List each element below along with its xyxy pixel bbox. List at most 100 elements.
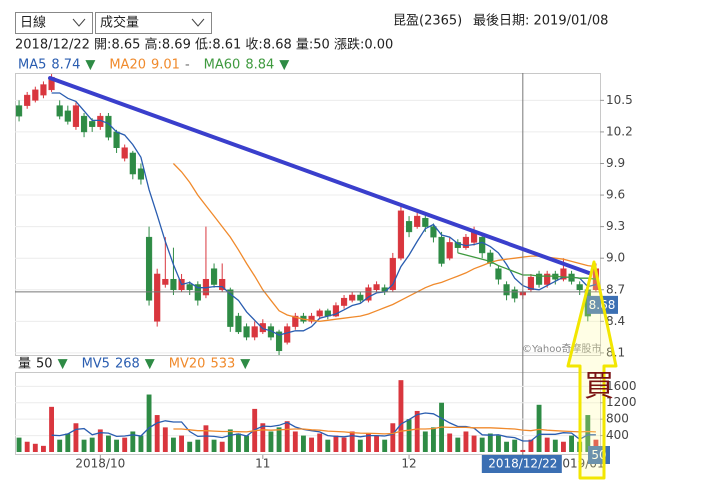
candle-body xyxy=(227,289,234,327)
candle-body xyxy=(414,215,421,227)
y-tick-label: 9.9 xyxy=(606,156,625,170)
volume-bar xyxy=(528,439,534,452)
candle-body xyxy=(365,287,372,301)
volume-bar xyxy=(227,429,233,452)
candle-body xyxy=(154,273,161,322)
candle-body xyxy=(145,236,153,301)
candle-body xyxy=(397,210,405,259)
volume-bar xyxy=(349,431,355,452)
legend-sign: - xyxy=(185,58,190,73)
select-text[interactable]: 成交量 xyxy=(100,15,139,31)
stock-name: 昆盈(2365) xyxy=(393,14,462,29)
candle-body xyxy=(422,217,429,227)
candle-body xyxy=(113,131,120,148)
y-tick-label: 9.6 xyxy=(606,188,625,202)
volume-bar xyxy=(146,394,152,452)
volume-bar xyxy=(284,421,290,452)
volume-bar xyxy=(57,439,63,452)
candle-body xyxy=(194,284,201,301)
x-tick-label: 2018/10 xyxy=(75,457,125,471)
candle-body xyxy=(121,147,128,159)
y-tick-label: 10.2 xyxy=(606,124,633,138)
volume-bar xyxy=(301,435,306,452)
select-chevron[interactable] xyxy=(191,18,205,27)
volume-bar xyxy=(414,410,420,452)
y-tick-label: 9.3 xyxy=(606,219,625,233)
candle-body xyxy=(340,297,348,306)
volume-panel xyxy=(15,372,601,455)
volume-bar xyxy=(24,441,30,452)
volume-bar xyxy=(16,437,22,452)
volume-bar xyxy=(333,435,339,452)
candle-body xyxy=(373,284,380,291)
volume-bar xyxy=(122,437,128,452)
volume-bar xyxy=(106,435,111,452)
volume-bar xyxy=(317,433,323,452)
candle-body xyxy=(235,315,242,333)
volume-bar xyxy=(81,439,87,452)
volume-bar xyxy=(41,445,46,452)
candle-body xyxy=(210,268,218,285)
candle-body xyxy=(170,278,177,291)
legend-value: 8.74 xyxy=(51,58,80,73)
legend-name: MA20 xyxy=(109,58,146,73)
volume-bar xyxy=(552,439,558,452)
y-tick-label: 8.7 xyxy=(606,282,625,296)
volume-bar xyxy=(374,435,379,452)
candle-body xyxy=(89,121,96,127)
candle-body xyxy=(259,323,266,333)
volume-bar xyxy=(187,441,193,452)
candle-body xyxy=(56,105,63,117)
candle-body xyxy=(105,115,112,138)
candle-body xyxy=(535,273,543,285)
volume-bar xyxy=(203,425,209,452)
candle-body xyxy=(527,276,535,291)
x-tick-label: 11 xyxy=(255,457,270,471)
candle-body xyxy=(438,236,445,264)
select-box[interactable] xyxy=(15,12,93,34)
candle-body xyxy=(32,89,39,101)
volume-bar xyxy=(471,435,477,452)
volume-bar xyxy=(341,437,347,452)
quote-line: 2018/12/22 開:8.65 高:8.69 低:8.61 收:8.68 量… xyxy=(15,37,393,53)
volume-bar xyxy=(268,431,274,452)
volume-bar xyxy=(171,437,176,452)
volume-bar xyxy=(65,433,71,452)
select-box[interactable] xyxy=(95,12,212,34)
legend-value: 8.84 xyxy=(245,58,274,73)
select-text[interactable]: 日線 xyxy=(20,15,46,31)
y-tick-label: 1200 xyxy=(606,395,637,409)
candle-body xyxy=(186,284,193,291)
y-tick-label: 8.4 xyxy=(606,314,625,328)
trend-line xyxy=(48,76,591,275)
volume-bar xyxy=(382,439,388,452)
candle-body xyxy=(511,289,518,299)
candle-body xyxy=(576,284,583,291)
line-series xyxy=(51,412,596,442)
candle-body xyxy=(487,252,494,264)
volume-bar xyxy=(162,427,168,452)
y-tick-label: 1600 xyxy=(606,379,637,393)
volume-bar xyxy=(406,419,412,452)
volume-bar xyxy=(366,433,371,452)
volume-bar xyxy=(292,431,298,452)
candle-body xyxy=(80,115,88,133)
candle-body xyxy=(284,326,291,343)
volume-bar xyxy=(390,423,396,452)
candle-body xyxy=(275,331,283,352)
volume-bar xyxy=(569,435,574,452)
candle-body xyxy=(243,326,250,338)
candle-body xyxy=(308,315,315,322)
volume-bar xyxy=(504,441,509,452)
indicator-select[interactable]: 成交量 xyxy=(95,12,212,34)
select-chevron[interactable] xyxy=(72,18,86,27)
candle-body xyxy=(332,305,340,317)
volume-bar xyxy=(544,437,550,452)
period-select[interactable]: 日線 xyxy=(15,12,93,34)
candle-body xyxy=(129,152,136,175)
volume-bar xyxy=(179,435,184,452)
candle-body xyxy=(72,105,80,127)
last-date: 最後日期: 2019/01/08 xyxy=(473,14,608,29)
candle-body xyxy=(251,326,258,338)
